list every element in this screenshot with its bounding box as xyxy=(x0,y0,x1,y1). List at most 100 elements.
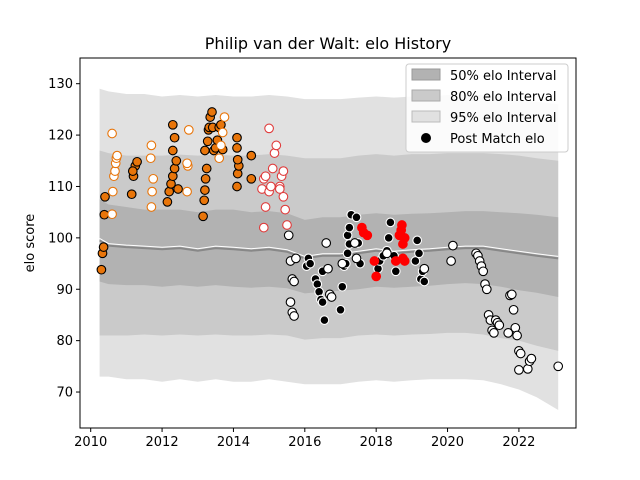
data-point xyxy=(337,258,348,269)
data-point xyxy=(219,112,230,122)
data-point xyxy=(214,153,225,164)
data-point xyxy=(344,222,355,233)
x-tick-label: 2014 xyxy=(217,435,250,450)
data-point xyxy=(107,128,117,139)
mean-line xyxy=(99,239,559,260)
data-point xyxy=(182,158,192,169)
x-tick-label: 2020 xyxy=(431,435,464,450)
data-point xyxy=(319,315,330,325)
legend-swatch-80 xyxy=(411,89,441,102)
data-point xyxy=(512,330,522,341)
data-point xyxy=(419,263,430,274)
x-tick-label: 2012 xyxy=(146,435,179,450)
data-point xyxy=(100,191,110,202)
data-point xyxy=(98,242,109,252)
data-point xyxy=(553,361,564,372)
data-point xyxy=(167,119,178,130)
data-point xyxy=(382,248,392,259)
data-point xyxy=(489,328,499,338)
data-point xyxy=(207,107,217,117)
data-point xyxy=(305,258,316,269)
data-point xyxy=(202,136,213,147)
data-point xyxy=(162,197,173,207)
data-point xyxy=(183,125,194,135)
data-point xyxy=(232,181,242,192)
data-point xyxy=(146,140,157,151)
legend: 50% elo Interval 80% elo Interval 95% el… xyxy=(405,63,569,153)
y-axis-label: elo score xyxy=(23,214,38,273)
data-point xyxy=(351,212,362,223)
data-point xyxy=(289,276,299,287)
data-point xyxy=(321,238,332,248)
data-point xyxy=(326,292,337,302)
data-point xyxy=(323,263,333,274)
data-point xyxy=(199,195,210,206)
data-point xyxy=(335,304,346,315)
data-point xyxy=(280,204,291,215)
data-point xyxy=(146,202,157,212)
data-point xyxy=(349,238,360,248)
data-point xyxy=(362,230,373,241)
legend-swatch-95 xyxy=(411,110,441,123)
data-point xyxy=(232,143,242,153)
data-point xyxy=(148,173,159,184)
data-point xyxy=(267,163,278,174)
data-point xyxy=(201,163,212,174)
data-point xyxy=(412,235,423,246)
y-tick-label: 130 xyxy=(48,77,73,92)
data-point xyxy=(414,248,424,259)
data-point xyxy=(258,222,269,233)
data-point xyxy=(285,297,296,307)
x-axis: 2010 2012 2014 2016 2018 2020 2022 xyxy=(74,428,535,450)
data-point xyxy=(145,153,156,164)
data-point xyxy=(390,266,401,277)
data-point xyxy=(419,276,430,287)
data-point xyxy=(506,289,517,300)
data-point xyxy=(503,328,514,338)
post-match-points xyxy=(96,107,564,375)
data-point xyxy=(246,173,257,184)
data-point xyxy=(266,181,276,192)
data-point xyxy=(448,240,458,251)
y-tick-label: 90 xyxy=(56,283,73,298)
x-tick-label: 2016 xyxy=(288,435,321,450)
data-point xyxy=(132,156,142,167)
mean-highlight-line xyxy=(99,237,559,257)
data-point xyxy=(147,186,157,197)
y-tick-label: 120 xyxy=(48,129,73,144)
data-point xyxy=(271,140,282,151)
data-point xyxy=(282,220,292,230)
data-point xyxy=(399,233,410,243)
data-point xyxy=(291,253,301,264)
legend-label-95: 95% elo Interval xyxy=(450,111,557,126)
data-point xyxy=(200,145,210,156)
chart-title: Philip van der Walt: elo History xyxy=(205,34,451,53)
data-point xyxy=(260,171,271,182)
data-point xyxy=(478,266,489,277)
data-point xyxy=(200,173,211,184)
data-point xyxy=(526,353,537,364)
data-point xyxy=(514,365,524,375)
legend-label-50: 50% elo Interval xyxy=(450,69,557,84)
data-point xyxy=(494,320,505,331)
data-point xyxy=(127,166,138,176)
data-point xyxy=(171,155,182,166)
band-50 xyxy=(99,199,559,297)
data-point xyxy=(278,191,289,202)
data-point xyxy=(274,184,285,194)
x-tick-label: 2022 xyxy=(502,435,535,450)
data-point xyxy=(410,256,421,266)
data-point xyxy=(198,211,208,222)
data-point xyxy=(371,271,382,282)
data-point xyxy=(182,186,192,197)
data-point xyxy=(107,186,118,197)
data-point xyxy=(337,281,348,292)
data-point xyxy=(481,284,492,295)
data-point xyxy=(169,163,180,174)
x-tick-label: 2010 xyxy=(74,435,107,450)
legend-label-80: 80% elo Interval xyxy=(450,90,557,105)
legend-marker-post-match xyxy=(421,133,431,143)
data-point xyxy=(383,233,394,243)
data-point xyxy=(289,311,299,321)
data-point xyxy=(446,256,456,266)
